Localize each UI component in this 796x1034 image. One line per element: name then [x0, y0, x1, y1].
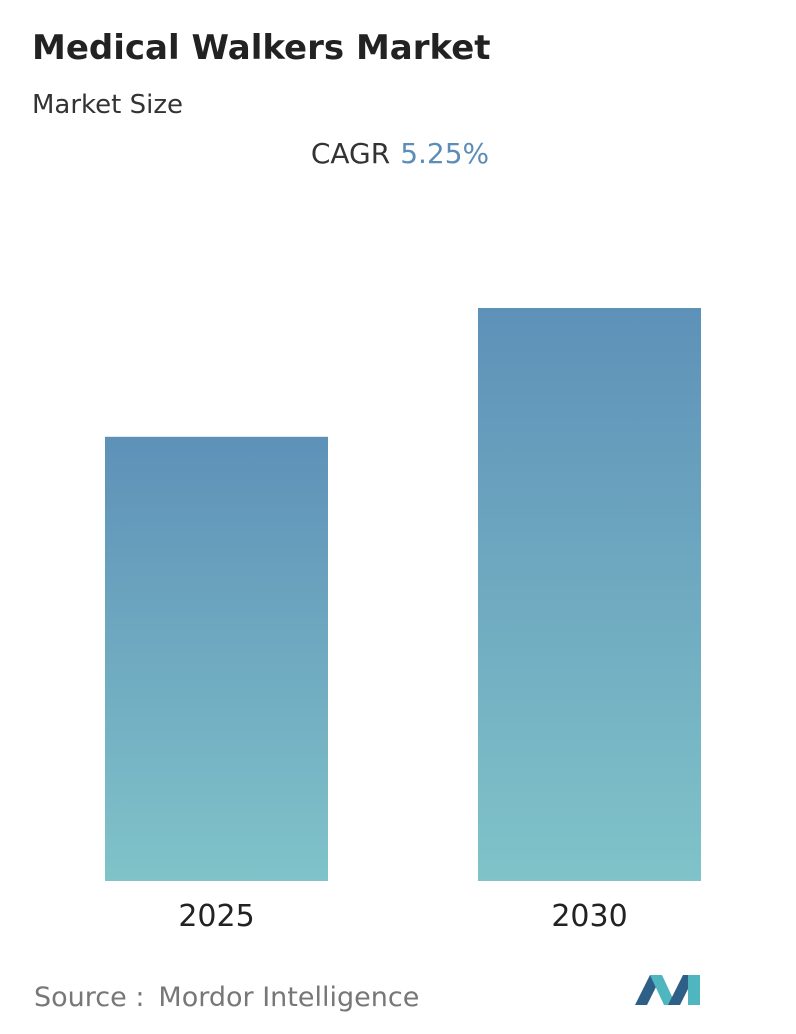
cagr-value: 5.25%: [400, 137, 489, 170]
logo: [635, 975, 700, 1005]
bar: [105, 436, 328, 881]
chart-title: Medical Walkers Market: [32, 28, 491, 68]
source: Source : Mordor Intelligence: [34, 982, 419, 1013]
bar: [478, 308, 701, 881]
cagr-label: CAGR: [311, 137, 390, 170]
logo-shape: [688, 975, 700, 1005]
cagr: CAGR 5.25%: [311, 137, 489, 170]
logo-shape: [650, 975, 676, 1005]
x-tick-label: 2030: [551, 899, 627, 934]
source-label: Source :: [34, 982, 144, 1013]
source-name: Mordor Intelligence: [158, 982, 419, 1013]
x-tick-label: 2025: [178, 899, 254, 934]
chart-subtitle: Market Size: [32, 90, 183, 120]
